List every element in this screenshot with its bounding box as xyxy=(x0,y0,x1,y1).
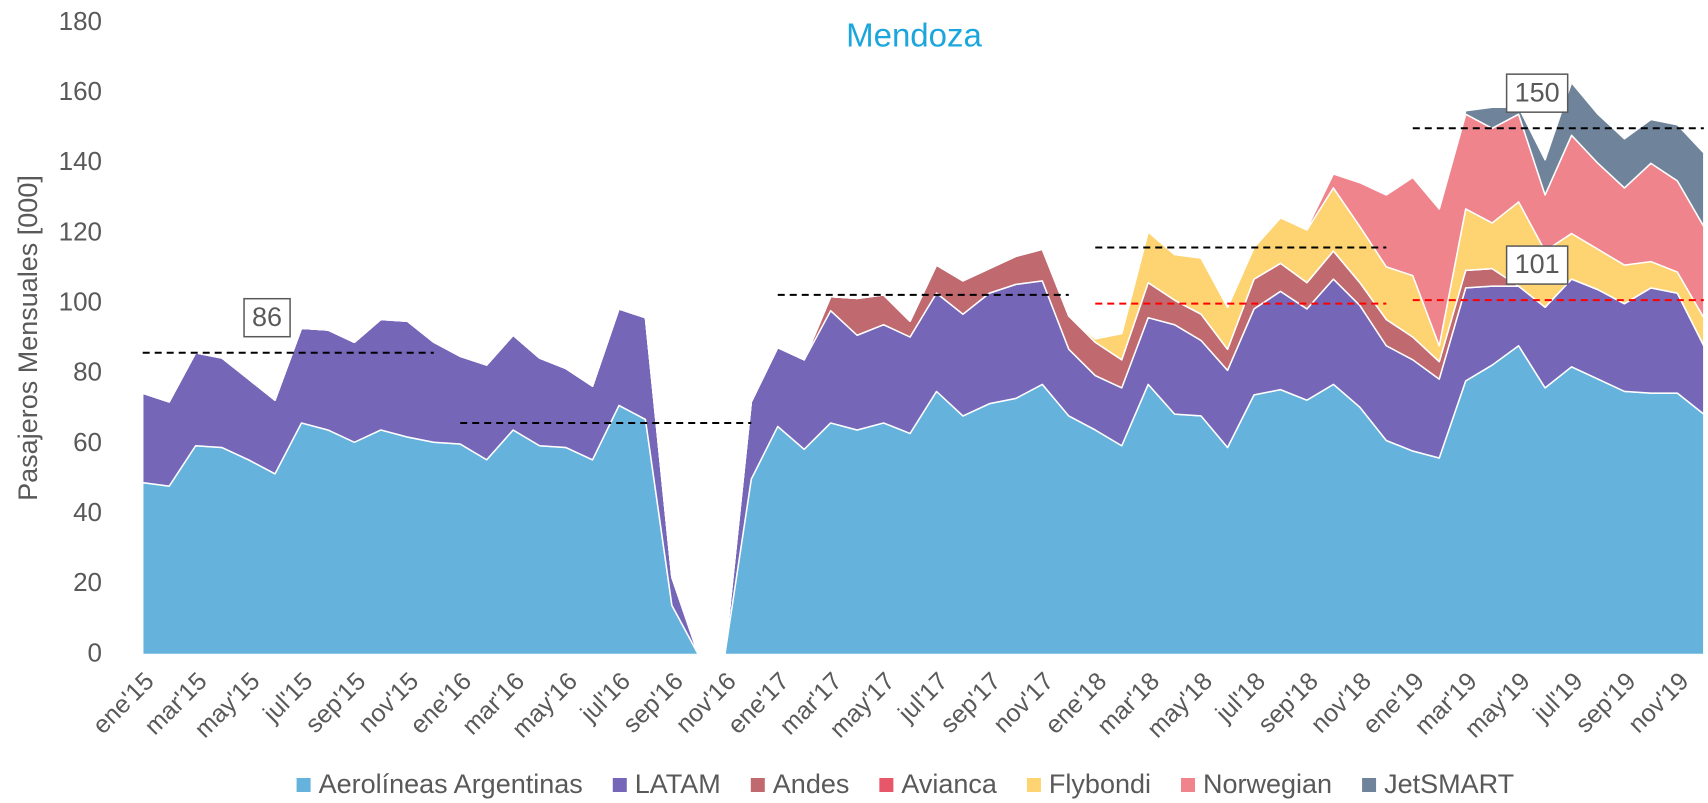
x-tick-label: nov'19 xyxy=(1623,667,1694,738)
legend-swatch xyxy=(612,778,627,792)
y-tick-label: 0 xyxy=(88,637,102,667)
reference-label-text: 86 xyxy=(252,302,282,332)
y-tick-label: 20 xyxy=(73,567,102,597)
chart-title: Mendoza xyxy=(846,17,982,54)
legend-swatch xyxy=(750,778,765,792)
label-box xyxy=(243,297,291,338)
label-box xyxy=(1505,245,1569,285)
legend-swatch xyxy=(1362,778,1377,792)
reference-label: 150 xyxy=(1505,73,1569,113)
legend-label: Aerolíneas Argentinas xyxy=(319,769,583,799)
y-tick-label: 40 xyxy=(73,497,102,527)
reference-label: 101 xyxy=(1505,245,1569,285)
legend-label: Andes xyxy=(773,769,850,799)
y-tick-label: 160 xyxy=(59,76,102,106)
legend-swatch xyxy=(1180,778,1195,792)
legend-swatch xyxy=(879,778,894,792)
reference-label-text: 101 xyxy=(1515,249,1560,279)
y-tick-label: 60 xyxy=(73,427,102,457)
reference-label-text: 150 xyxy=(1515,77,1560,107)
legend-swatch xyxy=(1026,778,1041,792)
reference-label: 86 xyxy=(243,297,291,338)
legend-label: JetSMART xyxy=(1384,769,1514,799)
y-tick-label: 80 xyxy=(73,357,102,387)
label-box xyxy=(1505,73,1569,113)
legend-label: Avianca xyxy=(901,769,998,799)
legend-label: Norwegian xyxy=(1203,769,1332,799)
y-tick-label: 120 xyxy=(59,216,102,246)
legend-label: LATAM xyxy=(635,769,721,799)
y-tick-label: 180 xyxy=(59,6,102,36)
area xyxy=(141,81,1705,656)
y-tick-label: 100 xyxy=(59,287,102,317)
y-axis-label: Pasajeros Mensuales [000] xyxy=(13,175,43,501)
legend-swatch xyxy=(296,778,311,792)
y-tick-label: 140 xyxy=(59,146,102,176)
legend-label: Flybondi xyxy=(1049,769,1151,799)
legend: Aerolíneas Argentinas LATAM Andes Avianca Fl… xyxy=(296,769,1514,799)
